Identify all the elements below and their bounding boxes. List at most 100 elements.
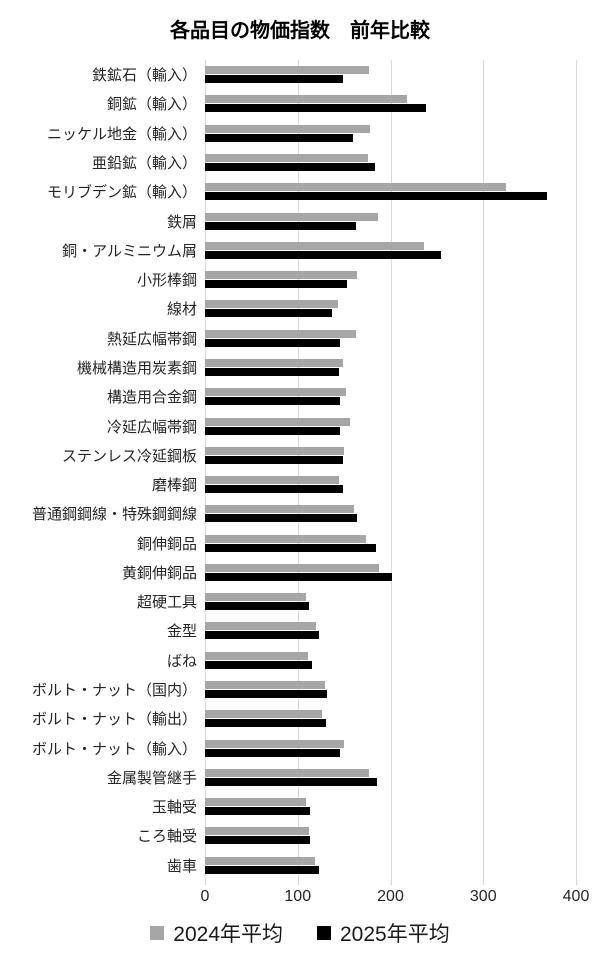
legend-label-2024: 2024年平均 — [173, 923, 283, 946]
bar-2024年平均 — [205, 183, 507, 192]
bar-2025年平均 — [205, 807, 310, 816]
chart-row — [205, 411, 576, 440]
category-label: 普通鋼鋼線・特殊鋼鋼線 — [31, 506, 197, 524]
category-label: 銅鉱（輸入） — [106, 96, 197, 114]
bar-2025年平均 — [205, 660, 312, 669]
bar-2024年平均 — [205, 476, 339, 485]
chart-row — [205, 470, 576, 499]
bar-2025年平均 — [205, 572, 393, 581]
bar-2025年平均 — [205, 719, 326, 728]
category-label: ころ軸受 — [136, 828, 197, 846]
x-tick-label: 100 — [284, 888, 312, 905]
bar-2025年平均 — [205, 543, 376, 552]
category-label: 構造用合金鋼 — [106, 389, 197, 407]
bar-2024年平均 — [205, 622, 317, 631]
bar-2024年平均 — [205, 798, 307, 807]
category-label: 線材 — [166, 301, 197, 319]
gridline — [390, 60, 392, 885]
chart-title: 各品目の物価指数 前年比較 — [170, 20, 430, 42]
plot-area — [205, 60, 577, 885]
category-label: 機械構造用炭素鋼 — [76, 359, 197, 377]
chart-row — [205, 324, 576, 353]
bar-2024年平均 — [205, 563, 380, 572]
bar-2024年平均 — [205, 827, 309, 836]
category-label: ニッケル地金（輸入） — [46, 125, 197, 143]
bar-2024年平均 — [205, 358, 344, 367]
chart-row — [205, 851, 576, 880]
category-label: ステンレス冷延鋼板 — [61, 447, 197, 465]
legend: 2024年平均 2025年平均 — [0, 918, 600, 948]
x-tick-label: 0 — [200, 888, 210, 905]
chart-row — [205, 792, 576, 821]
legend-swatch-2024 — [150, 926, 165, 940]
gridline — [576, 60, 577, 885]
bar-2024年平均 — [205, 446, 345, 455]
category-label: ボルト・ナット（輸入） — [31, 740, 197, 758]
category-label: モリブデン鉱（輸入） — [46, 184, 197, 202]
chart-row — [205, 148, 576, 177]
gridline — [297, 60, 299, 885]
chart-row — [205, 529, 576, 558]
bar-2025年平均 — [205, 338, 341, 347]
legend-item-2024: 2024年平均 — [150, 918, 283, 948]
category-label: 銅・アルミニウム屑 — [62, 242, 197, 260]
bar-2024年平均 — [205, 681, 325, 690]
x-tick-label: 200 — [377, 888, 404, 905]
bar-2025年平均 — [205, 748, 341, 757]
bar-2025年平均 — [205, 631, 320, 640]
bar-2025年平均 — [205, 514, 358, 523]
bar-2024年平均 — [205, 300, 338, 309]
gridline — [205, 60, 206, 885]
category-label: 冷延広幅帯鋼 — [106, 418, 197, 436]
bar-2025年平均 — [205, 865, 320, 874]
chart-row — [205, 441, 576, 470]
bar-2024年平均 — [205, 417, 350, 426]
legend-item-2025: 2025年平均 — [317, 918, 450, 948]
bar-2024年平均 — [205, 241, 424, 250]
chart-row — [205, 206, 576, 235]
chart-row — [205, 821, 576, 850]
chart-row — [205, 119, 576, 148]
legend-swatch-2025 — [317, 926, 331, 940]
chart-row — [205, 499, 576, 528]
category-label: 銅伸銅品 — [136, 535, 197, 553]
chart-row — [205, 236, 576, 265]
bar-2025年平均 — [205, 455, 344, 464]
category-label: 鉄屑 — [166, 213, 197, 231]
category-label: 黄銅伸銅品 — [121, 564, 197, 582]
chart-row — [205, 763, 576, 792]
category-label: 鉄鉱石（輸入） — [91, 67, 197, 85]
category-label: ばね — [166, 652, 197, 670]
chart-rows — [205, 60, 576, 880]
bar-2024年平均 — [205, 534, 367, 543]
category-label: ボルト・ナット（輸出） — [31, 711, 197, 729]
bar-2025年平均 — [205, 280, 347, 289]
bar-2024年平均 — [205, 856, 316, 865]
bar-2025年平均 — [205, 192, 548, 201]
bar-2024年平均 — [205, 212, 379, 221]
category-label: 歯車 — [166, 857, 197, 875]
bar-2025年平均 — [205, 690, 328, 699]
chart-row — [205, 733, 576, 762]
chart-row — [205, 294, 576, 323]
bar-2024年平均 — [205, 710, 322, 719]
bar-2025年平均 — [205, 426, 341, 435]
bar-2025年平均 — [205, 162, 375, 171]
category-label: 亜鉛鉱（輸入） — [91, 154, 197, 172]
category-label: 金型 — [166, 623, 197, 641]
chart-row — [205, 177, 576, 206]
chart-row — [205, 646, 576, 675]
bar-2025年平均 — [205, 397, 341, 406]
chart-row — [205, 587, 576, 616]
bar-2024年平均 — [205, 651, 308, 660]
bar-2024年平均 — [205, 66, 370, 75]
category-label: 超硬工具 — [136, 594, 197, 612]
bar-2025年平均 — [205, 221, 357, 230]
category-label: 熱延広幅帯鋼 — [106, 330, 197, 348]
bar-2025年平均 — [205, 309, 333, 318]
legend-label-2025: 2025年平均 — [340, 923, 450, 946]
chart-row — [205, 89, 576, 118]
gridline — [483, 60, 485, 885]
category-label: 磨棒鋼 — [151, 477, 197, 495]
bar-2024年平均 — [205, 505, 355, 514]
